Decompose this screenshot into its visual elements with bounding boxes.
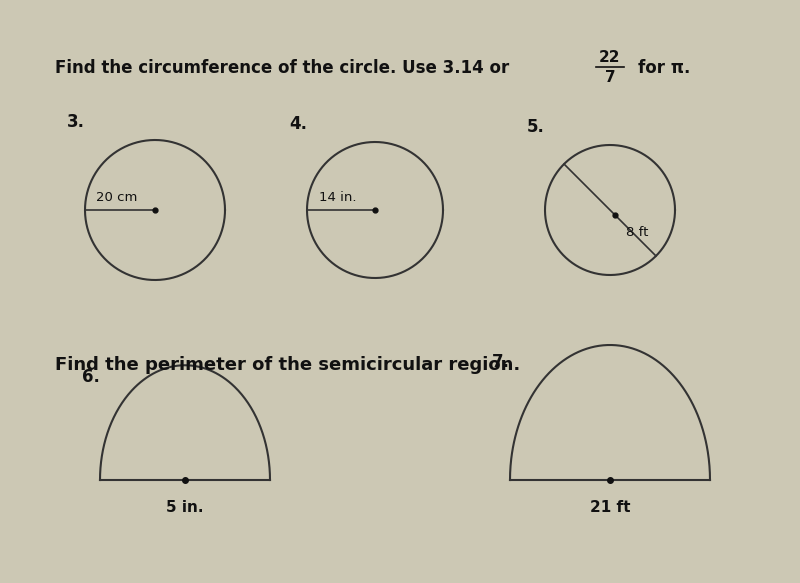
Text: 22: 22 [599, 50, 621, 65]
Text: 14 in.: 14 in. [319, 191, 356, 204]
Text: 6.: 6. [82, 368, 100, 386]
Text: 7: 7 [605, 71, 615, 86]
Text: 8 ft: 8 ft [626, 226, 649, 239]
Text: Find the perimeter of the semicircular region.: Find the perimeter of the semicircular r… [55, 356, 520, 374]
Text: 5.: 5. [527, 118, 545, 136]
Text: 3.: 3. [67, 113, 85, 131]
Text: 20 cm: 20 cm [96, 191, 137, 204]
Text: 5 in.: 5 in. [166, 500, 204, 515]
Text: for π.: for π. [638, 59, 690, 77]
Text: 21 ft: 21 ft [590, 500, 630, 515]
Text: 4.: 4. [289, 115, 307, 133]
Text: Find the circumference of the circle. Use 3.14 or: Find the circumference of the circle. Us… [55, 59, 510, 77]
Text: 7.: 7. [492, 353, 510, 371]
